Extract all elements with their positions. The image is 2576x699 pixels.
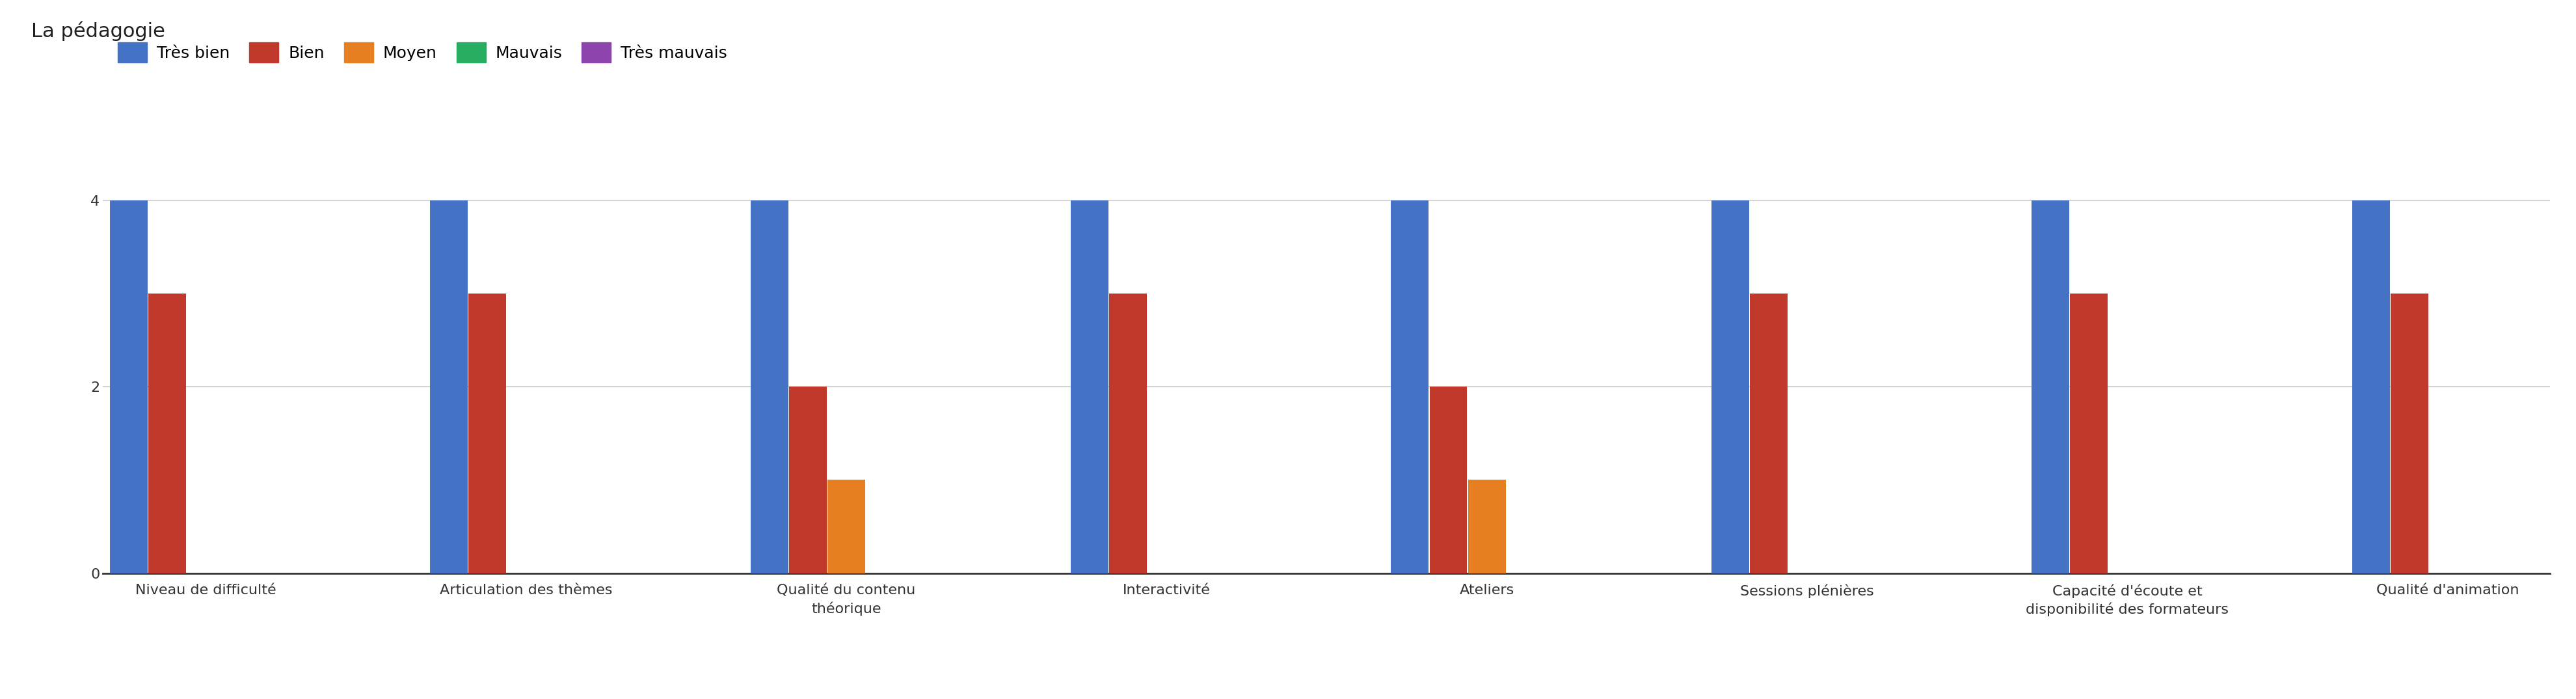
Bar bbox=[149, 294, 185, 573]
Bar bbox=[1749, 294, 1788, 573]
Bar bbox=[469, 294, 507, 573]
Bar bbox=[111, 201, 147, 573]
Legend: Très bien, Bien, Moyen, Mauvais, Très mauvais: Très bien, Bien, Moyen, Mauvais, Très ma… bbox=[111, 36, 734, 69]
Bar bbox=[750, 201, 788, 573]
Bar bbox=[1710, 201, 1749, 573]
Bar bbox=[2071, 294, 2107, 573]
Bar bbox=[1110, 294, 1146, 573]
Bar bbox=[2391, 294, 2429, 573]
Bar bbox=[1072, 201, 1108, 573]
Text: La pédagogie: La pédagogie bbox=[31, 21, 165, 41]
Bar bbox=[2032, 201, 2069, 573]
Bar bbox=[2352, 201, 2391, 573]
Bar bbox=[430, 201, 469, 573]
Bar bbox=[788, 387, 827, 573]
Bar bbox=[1391, 201, 1430, 573]
Bar bbox=[1430, 387, 1468, 573]
Bar bbox=[1468, 480, 1504, 573]
Bar bbox=[827, 480, 866, 573]
